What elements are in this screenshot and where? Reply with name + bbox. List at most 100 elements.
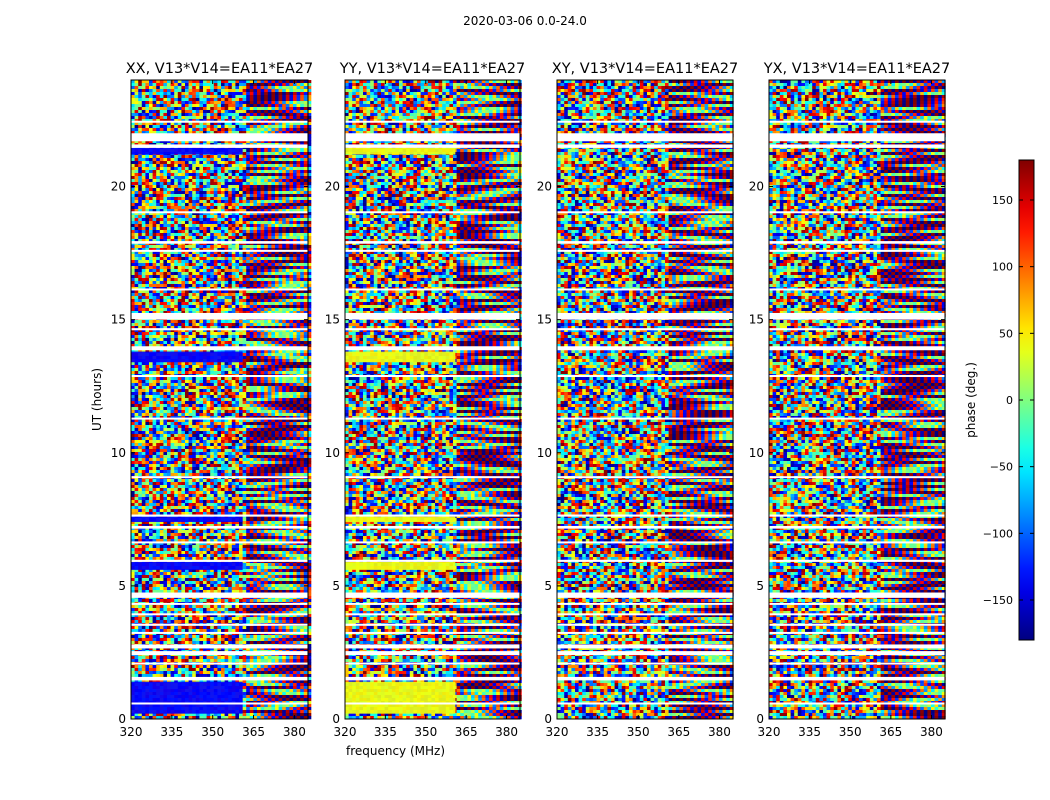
phase-cell xyxy=(142,101,146,104)
phase-cell xyxy=(199,215,203,218)
phase-cell xyxy=(275,308,279,311)
phase-cell xyxy=(228,257,232,260)
phase-cell xyxy=(286,107,290,110)
phase-cell xyxy=(199,338,203,341)
phase-cell xyxy=(235,113,239,116)
phase-cell xyxy=(297,245,301,248)
phase-cell xyxy=(163,281,167,284)
phase-cell xyxy=(210,191,214,194)
phase-cell xyxy=(286,299,290,302)
phase-cell xyxy=(286,170,290,173)
phase-cell xyxy=(300,206,304,209)
phase-cell xyxy=(275,233,279,236)
phase-cell xyxy=(185,275,189,278)
phase-cell xyxy=(160,206,164,209)
phase-cell xyxy=(171,218,175,221)
phase-cell xyxy=(160,116,164,119)
phase-cell xyxy=(300,227,304,230)
phase-cell xyxy=(304,152,308,155)
phase-cell xyxy=(214,125,218,128)
phase-cell xyxy=(239,275,243,278)
phase-cell xyxy=(196,194,200,197)
phase-cell xyxy=(214,203,218,206)
phase-cell xyxy=(199,305,203,308)
phase-cell xyxy=(297,155,301,158)
phase-cell xyxy=(174,266,178,269)
phase-cell xyxy=(297,83,301,86)
phase-cell xyxy=(228,161,232,164)
phase-cell xyxy=(156,221,160,224)
phase-cell xyxy=(221,158,225,161)
phase-cell xyxy=(300,113,304,116)
phase-cell xyxy=(178,173,182,176)
phase-cell xyxy=(199,197,203,200)
phase-cell xyxy=(203,98,207,101)
phase-cell xyxy=(297,257,301,260)
phase-cell xyxy=(178,125,182,128)
phase-cell xyxy=(174,260,178,263)
phase-cell xyxy=(293,200,297,203)
phase-cell xyxy=(149,305,153,308)
phase-cell xyxy=(253,101,257,104)
phase-cell xyxy=(167,167,171,170)
phase-cell xyxy=(250,206,254,209)
phase-cell xyxy=(293,197,297,200)
phase-cell xyxy=(286,218,290,221)
phase-cell xyxy=(225,107,229,110)
phase-cell xyxy=(235,197,239,200)
phase-cell xyxy=(135,338,139,341)
phase-cell xyxy=(163,92,167,95)
phase-cell xyxy=(178,185,182,188)
phase-cell xyxy=(142,323,146,326)
phase-cell xyxy=(145,296,149,299)
phase-cell xyxy=(232,338,236,341)
phase-cell xyxy=(196,308,200,311)
phase-cell xyxy=(286,233,290,236)
phase-cell xyxy=(210,341,214,344)
phase-cell xyxy=(261,200,265,203)
phase-cell xyxy=(167,125,171,128)
phase-cell xyxy=(232,320,236,323)
phase-cell xyxy=(185,236,189,239)
phase-cell xyxy=(135,161,139,164)
phase-cell xyxy=(221,245,225,248)
phase-cell xyxy=(264,281,268,284)
phase-cell xyxy=(300,128,304,131)
phase-cell xyxy=(282,110,286,113)
phase-cell xyxy=(163,260,167,263)
phase-cell xyxy=(293,158,297,161)
phase-cell xyxy=(217,161,221,164)
phase-cell xyxy=(131,272,135,275)
phase-cell xyxy=(207,185,211,188)
phase-cell xyxy=(178,302,182,305)
phase-cell xyxy=(214,176,218,179)
phase-cell xyxy=(279,284,283,287)
phase-cell xyxy=(217,170,221,173)
phase-cell xyxy=(228,263,232,266)
phase-cell xyxy=(297,254,301,257)
phase-cell xyxy=(160,230,164,233)
phase-cell xyxy=(293,278,297,281)
phase-cell xyxy=(167,182,171,185)
phase-cell xyxy=(293,224,297,227)
phase-cell xyxy=(225,245,229,248)
phase-cell xyxy=(293,125,297,128)
phase-cell xyxy=(297,86,301,89)
phase-cell xyxy=(279,281,283,284)
phase-cell xyxy=(250,320,254,323)
phase-cell xyxy=(174,332,178,335)
phase-cell xyxy=(178,170,182,173)
phase-cell xyxy=(185,254,189,257)
phase-cell xyxy=(261,254,265,257)
phase-cell xyxy=(192,185,196,188)
phase-cell xyxy=(257,173,261,176)
phase-cell xyxy=(210,254,214,257)
phase-cell xyxy=(214,167,218,170)
phase-cell xyxy=(145,89,149,92)
phase-cell xyxy=(178,224,182,227)
phase-cell xyxy=(181,191,185,194)
phase-cell xyxy=(167,89,171,92)
phase-cell xyxy=(250,158,254,161)
phase-cell xyxy=(253,338,257,341)
phase-cell xyxy=(167,272,171,275)
